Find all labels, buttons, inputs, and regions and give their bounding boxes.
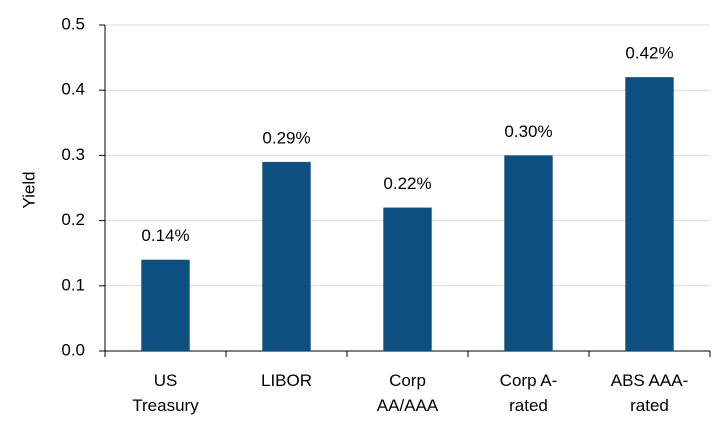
value-label: 0.14%: [141, 226, 189, 245]
bar: [625, 77, 674, 351]
x-tick-label: ABS AAA-rated: [611, 371, 688, 415]
y-tick-label: 0.4: [61, 80, 85, 99]
x-tick-label-line: Corp: [389, 371, 426, 390]
y-tick-label: 0.3: [61, 145, 85, 164]
y-axis-label: Yield: [19, 171, 38, 208]
x-tick-label: Corp A-rated: [500, 371, 558, 415]
x-tick-label-line: AA/AAA: [377, 396, 439, 415]
y-tick-label: 0.5: [61, 14, 85, 33]
y-tick-label: 0.0: [61, 340, 85, 359]
x-tick-label-line: rated: [509, 396, 548, 415]
x-tick-label-line: US: [154, 371, 178, 390]
value-label: 0.22%: [383, 174, 431, 193]
x-tick-label-line: Treasury: [132, 396, 199, 415]
y-tick-label: 0.2: [61, 210, 85, 229]
x-tick-label-line: Corp A-: [500, 371, 558, 390]
x-tick-label: Corp AA/AAA: [377, 371, 439, 415]
value-label: 0.42%: [625, 44, 673, 63]
bar: [504, 155, 553, 351]
bar: [141, 259, 190, 351]
x-tick-label-line: ABS AAA-: [611, 371, 688, 390]
value-label: 0.30%: [504, 122, 552, 141]
bar: [383, 207, 432, 351]
bar: [262, 161, 311, 351]
x-tick-label-line: rated: [630, 396, 669, 415]
value-label: 0.29%: [262, 128, 310, 147]
x-tick-label-line: LIBOR: [261, 371, 312, 390]
x-tick-label: LIBOR: [261, 371, 312, 390]
y-tick-label: 0.1: [61, 275, 85, 294]
x-tick-label: US Treasury: [132, 371, 199, 415]
